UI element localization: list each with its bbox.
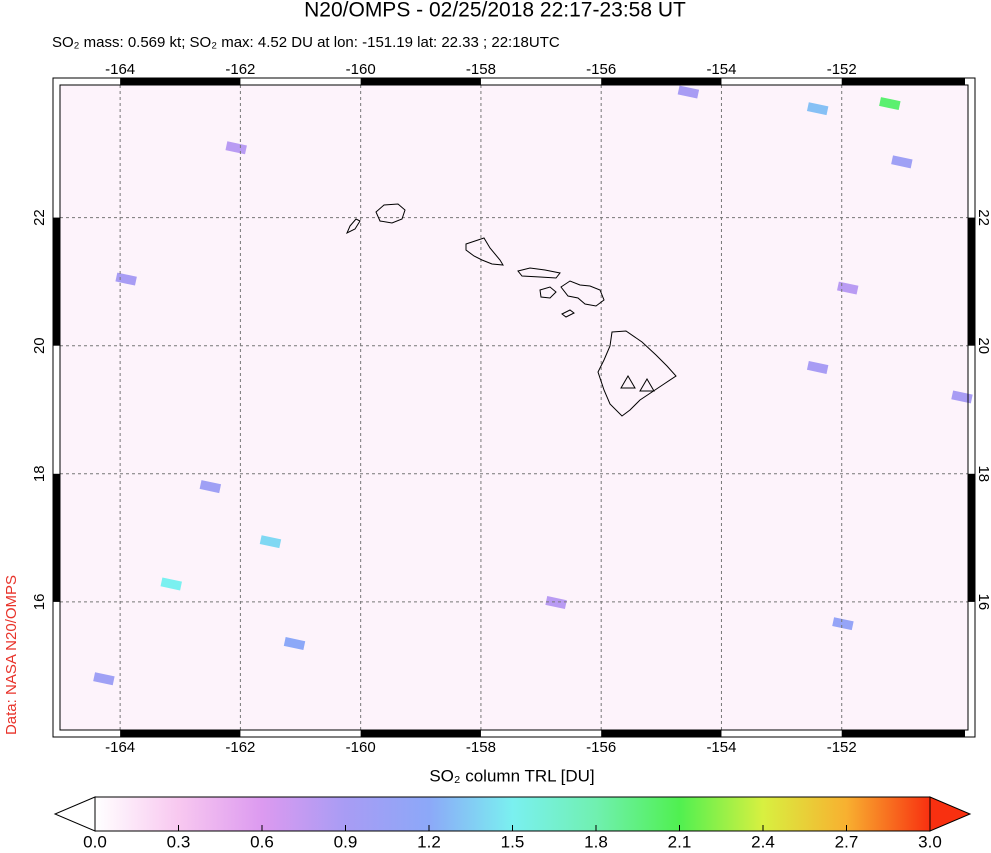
x-tick-label: -152 — [827, 739, 857, 756]
frame-segment — [360, 730, 481, 737]
frame-segment — [53, 473, 60, 602]
frame: -164 -164 -162 -162 -160 -160 -158 -158 -156 -156… — [31, 61, 991, 756]
y-tick-label: 16 — [975, 594, 991, 611]
so2-pixel — [806, 360, 829, 374]
x-tick-label: -154 — [706, 61, 736, 78]
frame-border — [52, 77, 976, 738]
y-tick-label: 18 — [975, 465, 991, 482]
coastline — [517, 267, 561, 279]
colorbar-tick-label: 1.2 — [417, 832, 441, 851]
coastline — [465, 237, 504, 266]
coastline — [597, 330, 677, 417]
volcano-marker — [639, 378, 655, 392]
y-tick-label: 20 — [31, 337, 48, 354]
coastline — [539, 286, 557, 299]
frame-segment — [360, 78, 481, 85]
so2-pixel — [806, 102, 829, 116]
frame-segment — [968, 217, 975, 346]
colorbar-tick-label: 0.6 — [250, 832, 274, 851]
y-tick-label: 18 — [31, 465, 48, 482]
coastlines — [346, 203, 677, 417]
so2-pixel — [951, 390, 973, 404]
x-tick-label: -160 — [346, 61, 376, 78]
x-tick-label: -152 — [827, 61, 857, 78]
colorbar-extension — [53, 796, 96, 832]
frame-segment — [53, 217, 60, 346]
so2-pixel — [115, 272, 137, 286]
y-tick-label: 22 — [975, 209, 991, 226]
colorbar-tick-label: 3.0 — [918, 832, 942, 851]
so2-pixel — [891, 155, 913, 169]
subtitle: SO₂ mass: 0.569 kt; SO₂ max: 4.52 DU at … — [52, 34, 560, 51]
colorbar-tick-label: 2.1 — [668, 832, 692, 851]
colorbar-tick-label: 2.4 — [751, 832, 775, 851]
plot-border — [59, 84, 969, 731]
colorbar-tick-label: 1.5 — [501, 832, 525, 851]
colorbar-tick-label: 1.8 — [584, 832, 608, 851]
colorbar-tick-label: 2.7 — [835, 832, 859, 851]
x-tick-label: -156 — [586, 739, 616, 756]
x-tick-label: -156 — [586, 61, 616, 78]
frame-segment — [601, 78, 722, 85]
x-tick-label: -154 — [706, 739, 736, 756]
colorbar: 0.0 0.3 0.6 0.9 1.2 1.5 1.8 2.1 2.4 2.7 3.0 — [53, 796, 972, 851]
volcano-marker — [620, 375, 636, 389]
x-tick-label: -158 — [466, 61, 496, 78]
y-tick-label: 16 — [31, 594, 48, 611]
y-tick-label: 20 — [975, 337, 991, 354]
so2-pixel — [199, 480, 222, 494]
x-tick-label: -160 — [346, 739, 376, 756]
x-tick-label: -158 — [466, 739, 496, 756]
x-tick-label: -164 — [105, 61, 135, 78]
so2-pixel — [259, 535, 282, 549]
frame-segment — [120, 78, 241, 85]
grid — [60, 85, 968, 730]
colorbar-label: SO₂ column TRL [DU] — [429, 766, 594, 785]
so2-pixel — [832, 617, 854, 631]
coastline — [560, 280, 605, 307]
so2-pixel — [545, 596, 567, 610]
plot-background — [60, 85, 968, 730]
coastline — [346, 218, 361, 235]
so2-pixel — [283, 637, 306, 651]
so2-pixel — [879, 97, 901, 111]
credit: Data: NASA N20/OMPS — [3, 575, 20, 735]
colorbar-tick-label: 0.0 — [83, 832, 107, 851]
frame-segment — [841, 730, 965, 737]
coastline — [561, 309, 575, 318]
frame-segment — [968, 473, 975, 602]
so2-pixel — [160, 577, 182, 591]
frame-segment — [120, 730, 241, 737]
so2-pixel — [837, 281, 859, 295]
y-tick-label: 22 — [31, 209, 48, 226]
x-tick-label: -164 — [105, 739, 135, 756]
so2-pixel — [93, 672, 115, 686]
frame-segment — [841, 78, 965, 85]
x-tick-label: -162 — [225, 739, 255, 756]
coastline — [375, 203, 406, 224]
frame-segment — [601, 730, 722, 737]
pixel-layer — [93, 85, 973, 686]
colorbar-extension — [929, 796, 972, 832]
colorbar-tick-label: 0.3 — [167, 832, 191, 851]
so2-pixel — [225, 141, 247, 155]
chart-title: N20/OMPS - 02/25/2018 22:17-23:58 UT — [304, 0, 686, 22]
so2-pixel — [677, 85, 700, 99]
x-tick-label: -162 — [225, 61, 255, 78]
colorbar-tick-label: 0.9 — [334, 832, 358, 851]
